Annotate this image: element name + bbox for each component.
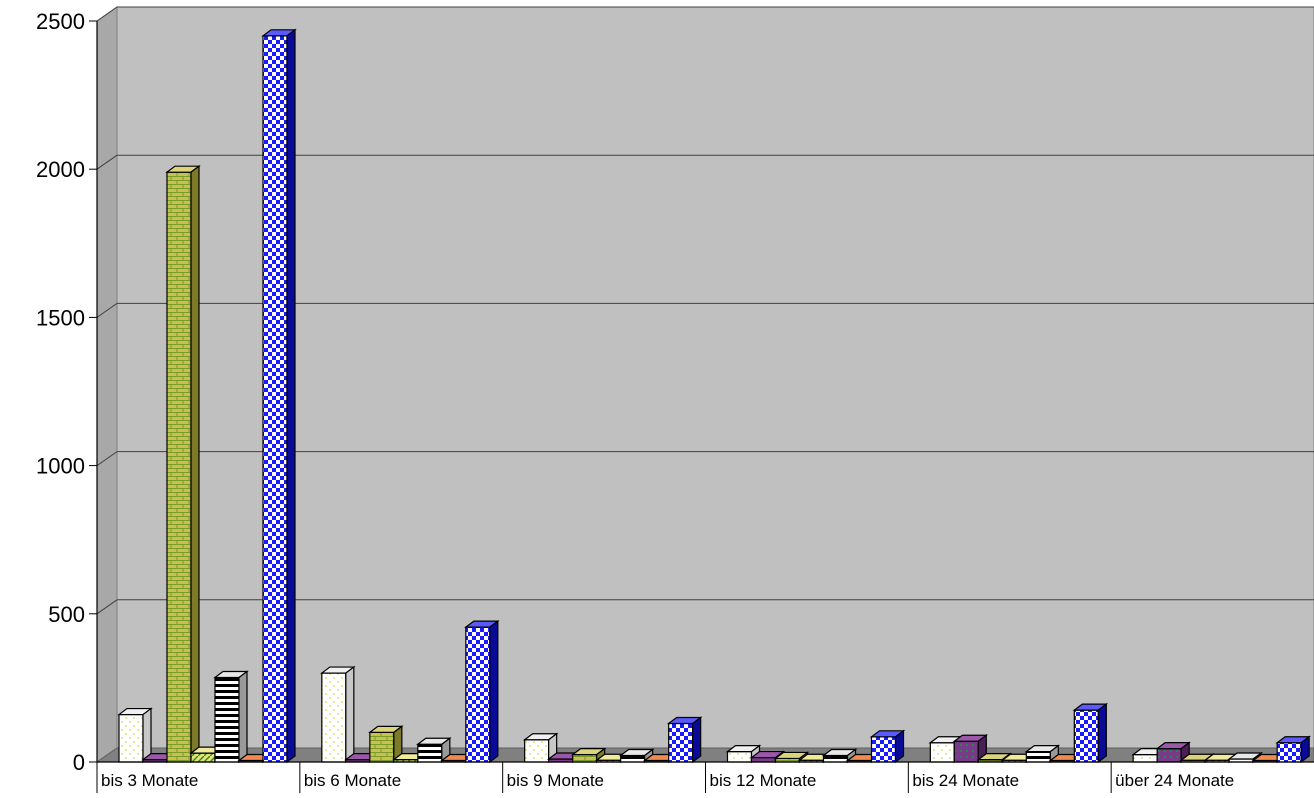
bar-side	[692, 716, 702, 764]
bar-front	[166, 171, 192, 763]
bar	[821, 748, 858, 764]
y-tick-label: 1000	[36, 454, 85, 479]
bar-side	[286, 28, 296, 764]
bar-front	[870, 736, 897, 763]
bar-side	[190, 164, 200, 764]
y-tick-label: 1500	[36, 305, 85, 330]
bar-front	[465, 626, 491, 763]
bar	[165, 164, 201, 764]
y-tick-label: 2500	[36, 9, 85, 34]
bar	[869, 729, 906, 764]
category-label: über 24 Monate	[1115, 771, 1234, 790]
bar-front	[668, 722, 694, 763]
bar	[416, 737, 452, 764]
bar-side	[238, 670, 248, 764]
bar	[464, 619, 500, 764]
bar-front	[750, 756, 777, 763]
bar-side	[1097, 702, 1107, 764]
side-wall	[96, 6, 118, 763]
bar	[1024, 744, 1061, 764]
bar	[1275, 735, 1311, 764]
bar-front	[1276, 742, 1302, 763]
gridline-side	[96, 154, 118, 170]
labels: 0 500 1000 1500 2000 2500 bis 3 Monate bis 6 Mo…	[36, 9, 1234, 790]
bar-front	[572, 753, 598, 763]
category-label: bis 24 Monate	[912, 771, 1019, 790]
bar	[368, 725, 404, 764]
bar	[666, 716, 703, 764]
bar-front	[620, 754, 646, 763]
bar-front	[118, 713, 144, 763]
bar	[1155, 741, 1191, 764]
back-wall	[116, 6, 1314, 749]
bar-front	[953, 740, 979, 763]
bar	[1072, 702, 1109, 764]
bar-side	[1300, 735, 1310, 764]
bar	[261, 28, 297, 764]
gridline-side	[96, 599, 118, 615]
y-tick-label: 2000	[36, 157, 85, 182]
bar-front	[822, 754, 849, 763]
bar-front	[1073, 709, 1099, 763]
category-label: bis 12 Monate	[710, 771, 817, 790]
bar-front	[214, 676, 240, 763]
bar-front	[726, 751, 753, 763]
bar-side	[894, 729, 905, 764]
bar-front	[524, 739, 550, 763]
bar-front	[929, 742, 955, 763]
y-tick-label: 500	[48, 602, 85, 627]
bar	[117, 707, 153, 764]
category-label: bis 3 Monate	[101, 771, 198, 790]
bar-side	[489, 619, 499, 764]
bar-front	[1025, 751, 1051, 763]
gridline-side	[96, 302, 118, 318]
bar	[320, 665, 356, 764]
bar-front	[321, 672, 347, 763]
bar	[213, 670, 249, 764]
y-tick-label: 0	[73, 750, 85, 775]
bar-front	[417, 743, 443, 763]
gridline-side	[96, 6, 118, 22]
gridlines	[96, 6, 1314, 615]
axes	[89, 20, 1314, 793]
bars	[117, 28, 1311, 764]
gridline-side	[96, 451, 118, 467]
bar-front	[262, 35, 288, 763]
bar-front	[190, 752, 216, 763]
bar-side	[345, 665, 355, 764]
bar-front	[1132, 753, 1158, 763]
bar	[952, 734, 989, 764]
category-label: bis 9 Monate	[507, 771, 604, 790]
category-label: bis 6 Monate	[304, 771, 401, 790]
bar-front	[1156, 748, 1182, 763]
bar-front	[369, 731, 395, 763]
